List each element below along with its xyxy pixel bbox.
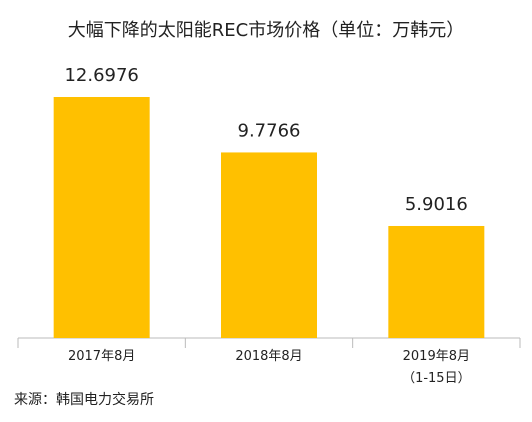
data-label: 12.6976 [64,65,138,86]
bar [388,225,485,338]
source-note: 来源：韩国电力交易所 [14,391,154,408]
chart-title: 大幅下降的太阳能REC市场价格（单位：万韩元） [68,20,464,41]
data-label: 5.9016 [405,194,468,215]
data-label: 9.7766 [238,120,301,141]
bar [221,152,317,338]
x-tick-label: 2019年8月（1-15日） [402,349,471,386]
bar [53,97,150,338]
x-tick-label: 2018年8月 [235,349,302,364]
x-tick-label: 2017年8月 [68,349,135,364]
